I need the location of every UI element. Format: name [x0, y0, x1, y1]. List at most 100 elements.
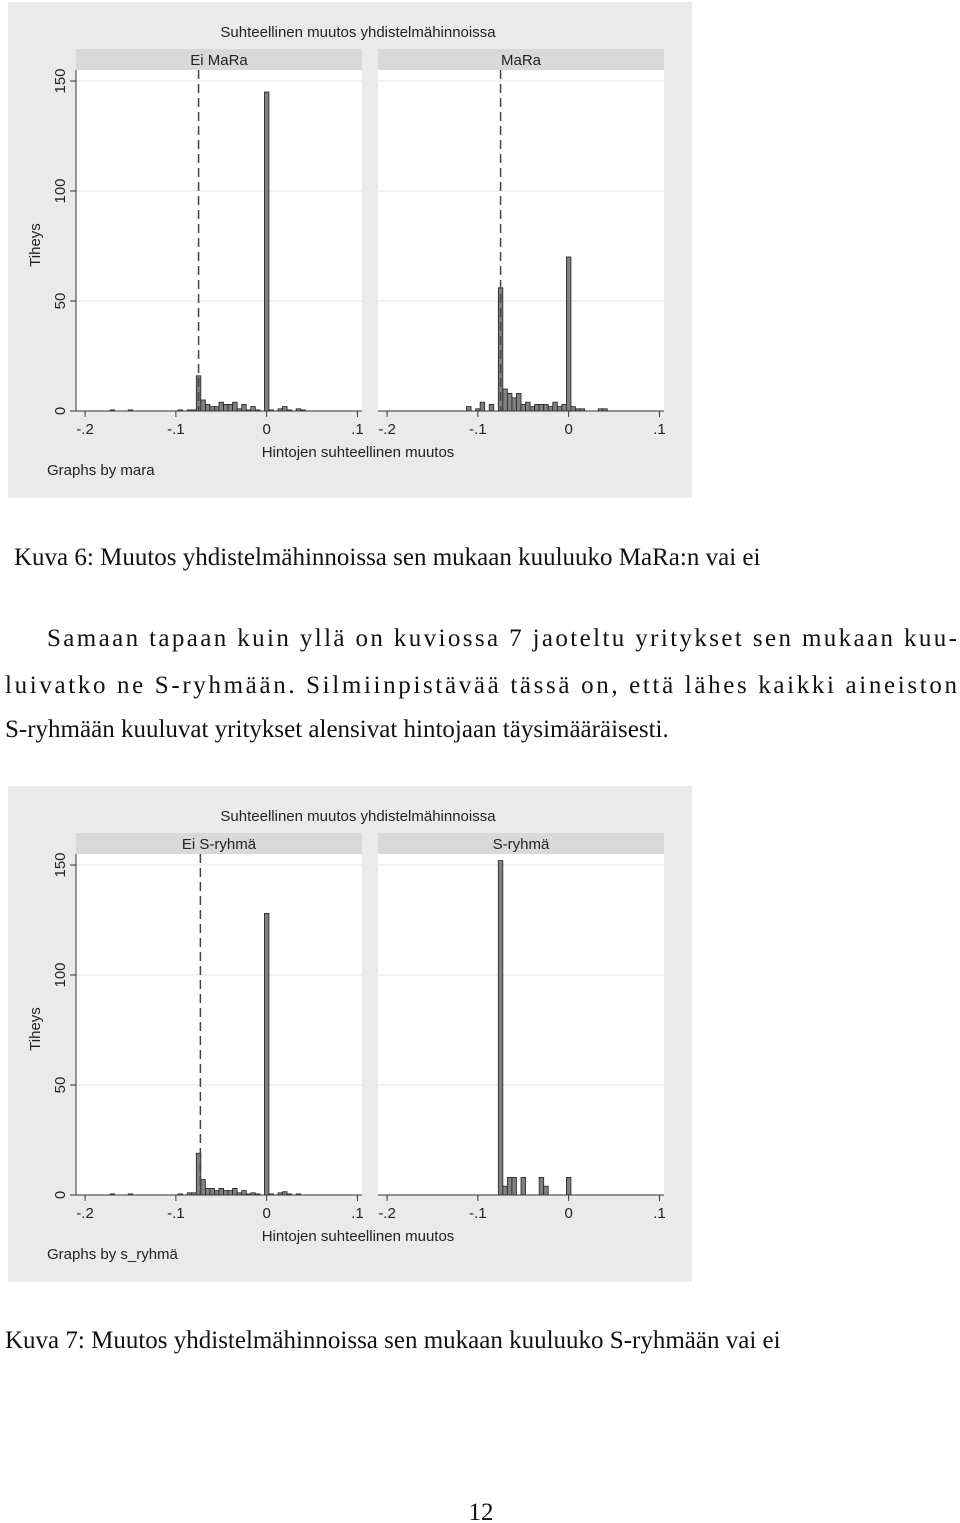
histogram-bar: [282, 406, 288, 412]
panel-label: S-ryhmä: [493, 836, 550, 853]
paragraph-line: luivatko ne S-ryhmään. Silmiinpistävää t…: [5, 672, 957, 699]
histogram-bar: [223, 1190, 229, 1196]
x-tick-label: .1: [351, 1205, 364, 1222]
histogram-bar: [488, 403, 495, 412]
histogram-bar: [570, 406, 576, 412]
histogram-bar: [218, 401, 224, 412]
x-tick-label: -.1: [469, 1205, 487, 1222]
y-tick-label: 100: [52, 178, 69, 203]
histogram-bar: [525, 401, 531, 412]
histogram-bar: [520, 403, 526, 412]
histogram-bar: [502, 1185, 508, 1196]
histogram-bar: [227, 1190, 234, 1196]
paragraph-line: S-ryhmään kuuluvat yritykset alensivat h…: [5, 716, 669, 743]
panel-label: MaRa: [501, 52, 542, 69]
histogram-bar: [511, 397, 517, 412]
histogram-bar: [497, 860, 504, 1196]
histogram-bar: [565, 256, 572, 412]
y-axis-label: Tiheys: [27, 223, 44, 267]
x-axis-label: Hintojen suhteellinen muutos: [262, 1228, 455, 1245]
y-tick-label: 0: [52, 1191, 69, 1199]
histogram-bar: [232, 401, 238, 412]
chart-title: Suhteellinen muutos yhdistelmähinnoissa: [220, 808, 496, 825]
histogram-bar: [466, 406, 472, 412]
histogram-bar: [556, 406, 563, 412]
y-tick-label: 50: [52, 293, 69, 310]
plot-area: [76, 70, 362, 411]
histogram-bar: [209, 1188, 215, 1196]
histogram-bar: [529, 406, 536, 412]
x-tick-label: -.2: [378, 1205, 396, 1222]
histogram-bar: [218, 1188, 224, 1196]
panel-strip: [76, 833, 362, 854]
caption: Kuva 7: Muutos yhdistelmähinnoissa sen m…: [5, 1327, 781, 1354]
histogram-bar: [538, 1177, 545, 1196]
histogram-bar: [511, 1177, 517, 1196]
note: Graphs by mara: [47, 462, 155, 479]
note: Graphs by s_ryhmä: [47, 1246, 179, 1263]
histogram-bar: [195, 1152, 202, 1196]
x-tick-label: 0: [564, 421, 572, 438]
chart-title: Suhteellinen muutos yhdistelmähinnoissa: [220, 24, 496, 41]
x-tick-label: -.2: [76, 1205, 94, 1222]
histogram-bar: [561, 403, 567, 412]
y-tick-label: 0: [52, 407, 69, 415]
histogram-bar: [263, 913, 270, 1196]
x-tick-label: -.1: [469, 421, 487, 438]
histogram-bar: [565, 1177, 572, 1196]
y-tick-label: 150: [52, 852, 69, 877]
x-tick-label: .1: [653, 421, 666, 438]
panel-label: Ei MaRa: [190, 52, 248, 69]
y-tick-label: 50: [52, 1077, 69, 1094]
x-tick-label: -.2: [76, 421, 94, 438]
panel-strip: [378, 49, 664, 70]
histogram-bar: [543, 403, 549, 412]
histogram-bar: [204, 403, 211, 412]
x-axis-label: Hintojen suhteellinen muutos: [262, 444, 455, 461]
histogram-bar: [506, 392, 513, 412]
histogram-bar: [543, 1185, 549, 1196]
x-tick-label: 0: [564, 1205, 572, 1222]
panel-strip: [378, 833, 664, 854]
histogram-bar: [538, 403, 545, 412]
page-number: 12: [469, 1499, 494, 1523]
y-tick-label: 100: [52, 962, 69, 987]
histogram-bar: [232, 1188, 238, 1196]
panel-strip: [76, 49, 362, 70]
plot-area: [378, 70, 664, 411]
histogram-bar: [516, 392, 522, 412]
histogram-bar: [204, 1188, 211, 1196]
histogram-bar: [263, 91, 270, 412]
y-axis-label: Tiheys: [27, 1007, 44, 1051]
paragraph-line: Samaan tapaan kuin yllä on kuviossa 7 ja…: [47, 625, 957, 652]
plot-area: [378, 854, 664, 1195]
panel-label: Ei S-ryhmä: [182, 836, 257, 853]
histogram-bar: [209, 406, 215, 412]
histogram-bar: [223, 403, 229, 412]
histogram-bar: [520, 1177, 526, 1196]
histogram-bar: [200, 399, 206, 412]
histogram-bar: [214, 1190, 220, 1196]
histogram-bar: [502, 388, 508, 412]
histogram-bar: [479, 401, 486, 412]
histogram-bar: [506, 1177, 513, 1196]
histogram-bar: [241, 403, 247, 412]
histogram-bar: [250, 406, 256, 412]
x-tick-label: -.1: [167, 421, 185, 438]
x-tick-label: -.1: [167, 1205, 185, 1222]
y-tick-label: 150: [52, 68, 69, 93]
histogram-bar: [241, 1190, 247, 1196]
histogram-bar: [200, 1179, 206, 1196]
histogram-bar: [547, 406, 554, 412]
histogram-bar: [227, 403, 234, 412]
plot-area: [76, 854, 362, 1195]
histogram-bar: [214, 406, 220, 412]
x-tick-label: .1: [351, 421, 364, 438]
x-tick-label: -.2: [378, 421, 396, 438]
x-tick-label: 0: [262, 421, 270, 438]
x-tick-label: 0: [262, 1205, 270, 1222]
histogram-bar: [552, 401, 558, 412]
x-tick-label: .1: [653, 1205, 666, 1222]
